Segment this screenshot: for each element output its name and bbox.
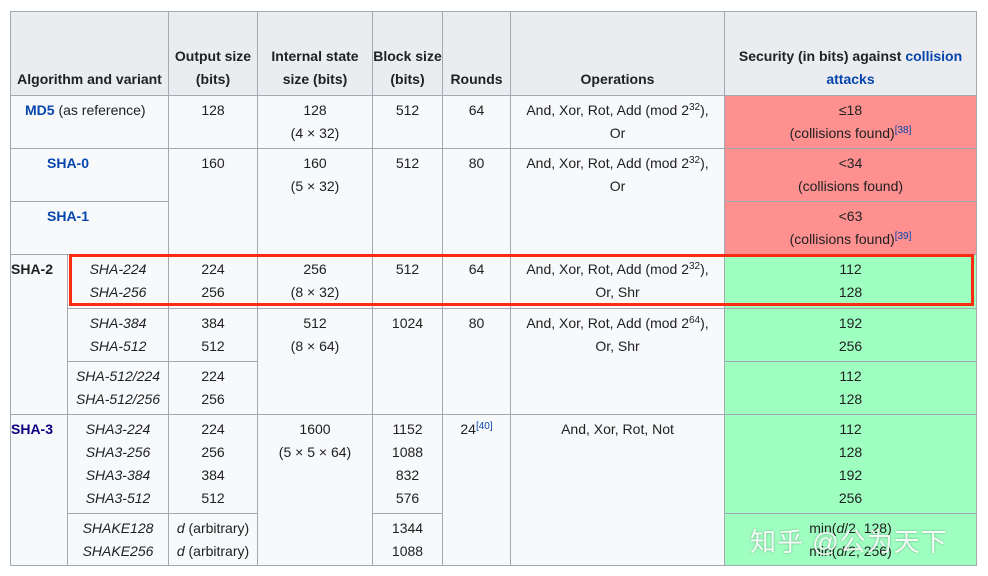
sha2-g3-variants: SHA-512/224 SHA-512/256: [67, 361, 169, 415]
sha3-rounds: 24[40]: [442, 414, 511, 566]
md5-operations: And, Xor, Rot, Add (mod 232), Or: [510, 95, 725, 149]
sha3-variants: SHA3-224 SHA3-256 SHA3-384 SHA3-512: [67, 414, 169, 514]
header-security: Security (in bits) against collision att…: [724, 11, 977, 96]
sha0-rounds: 80: [442, 148, 511, 255]
hash-comparison-table: Algorithm and variant Output size (bits)…: [10, 11, 977, 566]
table-row-shake: SHAKE128 SHAKE256 d (arbitrary) d (arbitra…: [11, 513, 977, 566]
watermark-text: 知乎 @公为天下: [750, 527, 948, 557]
header-algorithm: Algorithm and variant: [10, 11, 169, 96]
sha2-g2-block: 1024: [372, 308, 443, 415]
ref-40-link[interactable]: [40]: [475, 421, 493, 432]
sha0-output: 160: [168, 148, 258, 255]
table-row-sha2-384-512: SHA-384 SHA-512 384 512 512 (8 × 64) 1024 8…: [11, 308, 977, 415]
table-row-sha2-224-256: SHA-2 SHA-224 SHA-256 224 256 256 (8 × 32) …: [10, 254, 977, 415]
ref-39-link[interactable]: [39]: [894, 231, 912, 242]
header-security-text: Security (in bits) against: [738, 48, 902, 64]
sha3-operations: And, Xor, Rot, Not: [510, 414, 725, 566]
sha2-g3-security: 112 128: [724, 361, 977, 415]
table-row-sha1: SHA-1 <63 (collisions found)[39]: [10, 201, 977, 255]
collision-attacks-link[interactable]: collision attacks: [826, 48, 963, 87]
sha2-g2-rounds: 80: [442, 308, 511, 415]
md5-output: 128: [168, 95, 258, 149]
sha2-g1-internal: 256 (8 × 32): [257, 254, 373, 309]
md5-security: ≤18 (collisions found)[38]: [724, 95, 977, 149]
header-operations: Operations: [510, 11, 725, 96]
sha1-cell: SHA-1: [10, 201, 169, 255]
sha2-g1-security: 112 128: [724, 254, 977, 309]
sha3-blocks: 1152 1088 832 576: [372, 414, 443, 514]
sha3-family-cell: SHA-3: [10, 414, 68, 566]
sha3-outputs: 224 256 384 512: [168, 414, 258, 514]
md5-block: 512: [372, 95, 443, 149]
sha2-g2-internal: 512 (8 × 64): [257, 308, 373, 415]
table-row-sha2-512t: SHA-512/224 SHA-512/256 224 256 112 128: [11, 361, 977, 415]
sha2-g1-outputs: 224 256: [168, 254, 258, 309]
sha2-g3-outputs: 224 256: [168, 361, 258, 415]
sha0-operations: And, Xor, Rot, Add (mod 232), Or: [510, 148, 725, 255]
header-rounds: Rounds: [442, 11, 511, 96]
shake-blocks: 1344 1088: [372, 513, 443, 566]
header-output-size: Output size (bits): [168, 11, 258, 96]
sha2-family: SHA-2: [10, 254, 68, 415]
sha2-g1-operations: And, Xor, Rot, Add (mod 232), Or, Shr: [510, 254, 725, 309]
sha0-link[interactable]: SHA-0: [47, 155, 90, 171]
sha0-security: <34 (collisions found): [724, 148, 977, 202]
table-row-sha3: SHA-3 SHA3-224 SHA3-256 SHA3-384 SHA3-512 2…: [10, 414, 977, 566]
sha2-g1-rounds: 64: [442, 254, 511, 309]
md5-cell: MD5 (as reference): [10, 95, 169, 149]
sha2-g2-outputs: 384 512: [168, 308, 258, 362]
sha1-security: <63 (collisions found)[39]: [724, 201, 977, 255]
md5-suffix: (as reference): [58, 102, 146, 118]
sha2-g2-security: 192 256: [724, 308, 977, 362]
sha2-g1-block: 512: [372, 254, 443, 309]
sha3-security: 112 128 192 256: [724, 414, 977, 514]
sha3-link[interactable]: SHA-3: [11, 421, 54, 437]
md5-link[interactable]: MD5: [25, 102, 55, 118]
sha1-link[interactable]: SHA-1: [47, 208, 90, 224]
ref-38-link[interactable]: [38]: [894, 125, 912, 136]
sha2-g1-variants: SHA-224 SHA-256: [67, 254, 169, 309]
header-block-size: Block size (bits): [372, 11, 443, 96]
sha0-internal: 160 (5 × 32): [257, 148, 373, 255]
sha3-internal: 1600 (5 × 5 × 64): [257, 414, 373, 566]
shake-variants: SHAKE128 SHAKE256: [67, 513, 169, 566]
sha0-cell: SHA-0: [10, 148, 169, 202]
table-row-md5: MD5 (as reference) 128 128 (4 × 32) 512 6…: [10, 95, 977, 149]
sha2-g2-operations: And, Xor, Rot, Add (mod 264), Or, Shr: [510, 308, 725, 415]
table-row-sha0: SHA-0 160 160 (5 × 32) 512 80 And, Xor, R…: [10, 148, 977, 255]
header-internal-state: Internal state size (bits): [257, 11, 373, 96]
shake-security: min(d/2, 128) min(d/2, 256): [724, 513, 977, 566]
sha2-g2-variants: SHA-384 SHA-512: [67, 308, 169, 362]
shake-outputs: d (arbitrary) d (arbitrary): [168, 513, 258, 566]
sha0-block: 512: [372, 148, 443, 255]
md5-internal: 128 (4 × 32): [257, 95, 373, 149]
md5-rounds: 64: [442, 95, 511, 149]
